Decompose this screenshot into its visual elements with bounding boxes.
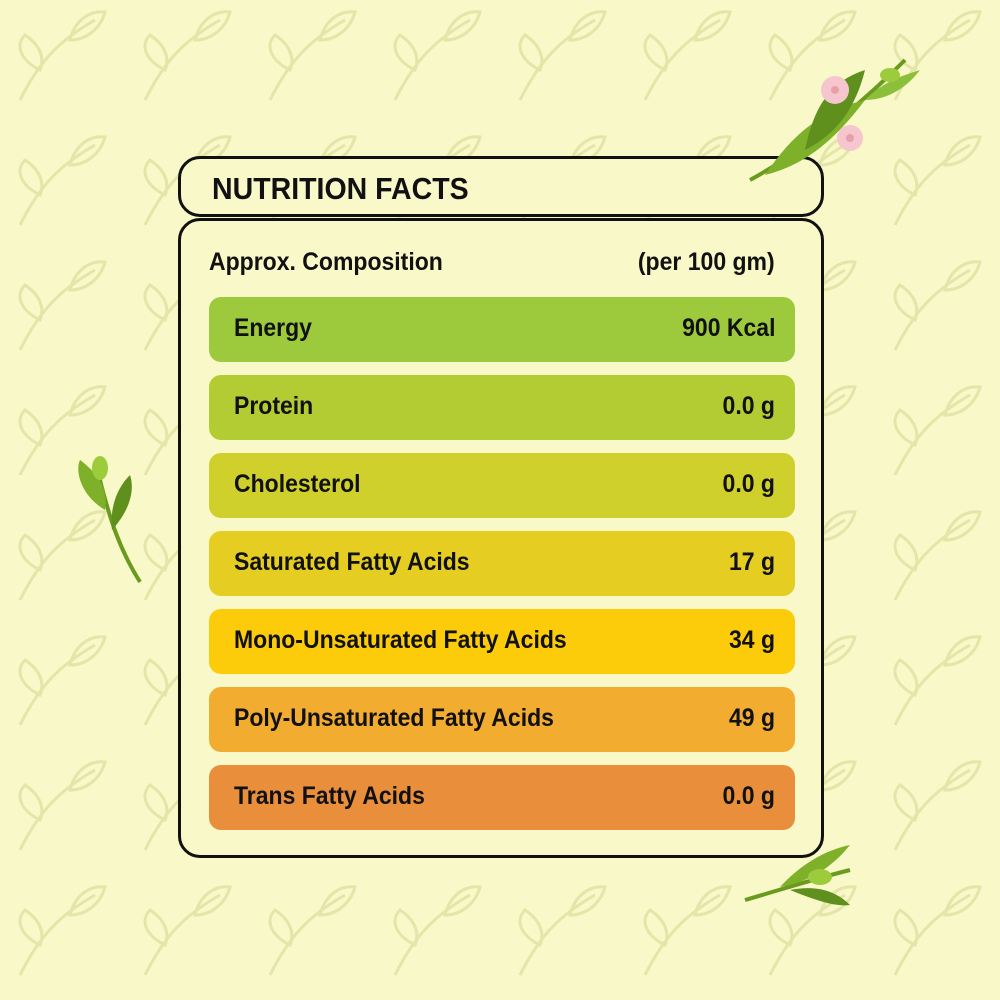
nutrient-row: Poly-Unsaturated Fatty Acids 49 g [209,687,795,752]
nutrient-name: Protein [234,392,314,420]
per-label: (per 100 gm) [638,248,775,276]
nutrient-value: 0.0 g [722,470,775,498]
nutrient-name: Cholesterol [234,470,361,498]
nutrient-value: 0.0 g [722,782,775,810]
nutrient-name: Trans Fatty Acids [234,782,425,810]
nutrient-row: Cholesterol 0.0 g [209,453,795,518]
leaf-sprig-icon [78,456,142,584]
nutrient-value: 34 g [728,626,775,654]
title-box: NUTRITION FACTS [178,156,824,217]
nutrient-row: Protein 0.0 g [209,375,795,440]
nutrient-value: 17 g [728,548,775,576]
composition-label: Approx. Composition [209,248,443,276]
nutrient-name: Mono-Unsaturated Fatty Acids [234,626,567,654]
flower-sprig-icon [749,58,920,182]
nutrient-name: Saturated Fatty Acids [234,548,470,576]
nutrient-value: 49 g [728,704,775,732]
nutrient-row: Trans Fatty Acids 0.0 g [209,765,795,830]
nutrient-row: Saturated Fatty Acids 17 g [209,531,795,596]
page-title: NUTRITION FACTS [212,171,469,206]
leaf-sprig-icon [744,845,851,906]
nutrient-name: Energy [234,314,312,342]
nutrient-row: Energy 900 Kcal [209,297,795,362]
nutrient-value: 0.0 g [722,392,775,420]
nutrient-value: 900 Kcal [681,314,775,342]
nutrition-table: Approx. Composition (per 100 gm) Energy 9… [178,218,824,858]
nutrient-row: Mono-Unsaturated Fatty Acids 34 g [209,609,795,674]
nutrient-name: Poly-Unsaturated Fatty Acids [234,704,554,732]
